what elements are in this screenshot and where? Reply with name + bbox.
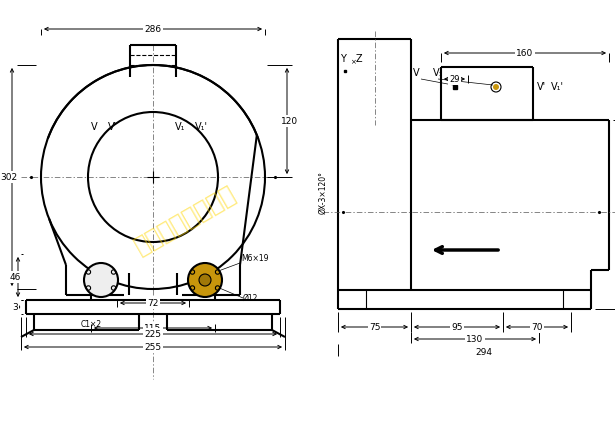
Text: Y: Y <box>340 54 346 64</box>
Circle shape <box>188 263 222 297</box>
Text: 29: 29 <box>449 75 460 84</box>
Text: V: V <box>413 68 419 78</box>
Text: ØX-3×120°: ØX-3×120° <box>319 171 328 214</box>
Text: C1×2: C1×2 <box>81 320 101 329</box>
Text: V': V' <box>108 122 117 132</box>
Text: V₁': V₁' <box>195 122 208 132</box>
Text: 255: 255 <box>145 343 162 352</box>
Text: 160: 160 <box>517 49 534 58</box>
Text: Z: Z <box>356 54 363 64</box>
Text: V₁: V₁ <box>175 122 186 132</box>
Text: 120: 120 <box>282 117 298 126</box>
Text: 130: 130 <box>466 335 483 344</box>
Text: 225: 225 <box>145 330 162 339</box>
Text: 3: 3 <box>12 303 18 312</box>
Circle shape <box>199 274 211 286</box>
Text: ×: × <box>350 59 356 65</box>
Text: 115: 115 <box>145 324 162 333</box>
Text: V₁': V₁' <box>551 82 564 92</box>
Text: 302: 302 <box>1 173 18 182</box>
Text: V': V' <box>537 82 546 92</box>
Text: 294: 294 <box>475 348 492 357</box>
Text: 46: 46 <box>9 273 21 282</box>
Text: M6×19: M6×19 <box>241 253 269 262</box>
Text: 75: 75 <box>369 323 380 332</box>
Text: 南京兴乐机电设备: 南京兴乐机电设备 <box>130 181 240 258</box>
Circle shape <box>84 263 118 297</box>
Text: V: V <box>91 122 98 132</box>
Text: 70: 70 <box>531 323 543 332</box>
Text: V₁: V₁ <box>433 68 443 78</box>
Text: Ø12: Ø12 <box>243 294 258 302</box>
Text: 95: 95 <box>451 323 462 332</box>
Text: 72: 72 <box>148 299 159 308</box>
Text: 286: 286 <box>145 26 162 35</box>
Circle shape <box>493 85 499 91</box>
